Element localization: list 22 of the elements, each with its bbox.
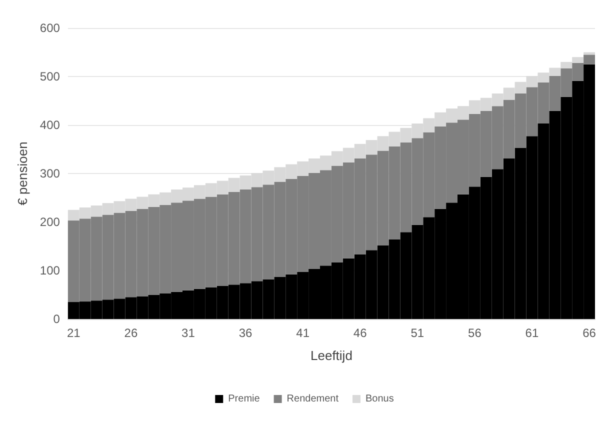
x-tick-label: 66 [582, 326, 596, 340]
y-tick-label: 300 [40, 166, 60, 180]
y-tick-label: 100 [40, 264, 60, 278]
y-tick-label: 0 [53, 312, 60, 326]
legend-label: Premie [228, 394, 260, 404]
x-tick-label: 46 [353, 326, 368, 340]
legend-label: Rendement [286, 394, 339, 404]
x-tick-label: 26 [124, 326, 138, 340]
x-tick-label: 41 [296, 326, 310, 340]
y-tick-label: 400 [40, 118, 60, 132]
x-tick-label: 31 [182, 326, 196, 340]
legend-label: Bonus [366, 394, 394, 404]
y-axis-title: € pensioen [15, 142, 30, 206]
y-tick-label: 500 [40, 70, 60, 84]
y-tick-label: 600 [40, 21, 60, 35]
x-tick-label: 51 [410, 326, 424, 340]
x-tick-label: 21 [66, 326, 81, 340]
x-axis-title: Leeftijd [310, 348, 352, 363]
y-tick-label: 200 [40, 215, 60, 229]
x-tick-label: 61 [525, 326, 539, 340]
x-tick-label: 36 [238, 326, 253, 340]
x-tick-label: 56 [468, 326, 482, 340]
